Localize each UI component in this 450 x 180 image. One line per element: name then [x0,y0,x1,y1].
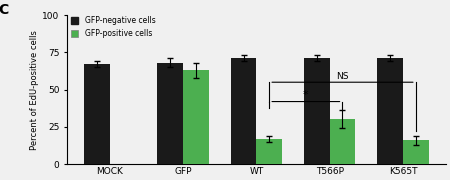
Text: C: C [0,3,9,17]
Bar [231,58,256,164]
Text: *: * [303,90,309,100]
Legend: GFP-negative cells, GFP-positive cells: GFP-negative cells, GFP-positive cells [71,16,155,38]
Y-axis label: Percent of EdU-positive cells: Percent of EdU-positive cells [30,30,39,150]
Bar [377,58,403,164]
Bar [403,140,428,164]
Bar [183,70,209,164]
Text: NS: NS [336,72,349,81]
Bar [158,63,183,164]
Bar [330,119,356,164]
Bar [256,139,282,164]
Bar [304,58,330,164]
Bar [84,64,110,164]
